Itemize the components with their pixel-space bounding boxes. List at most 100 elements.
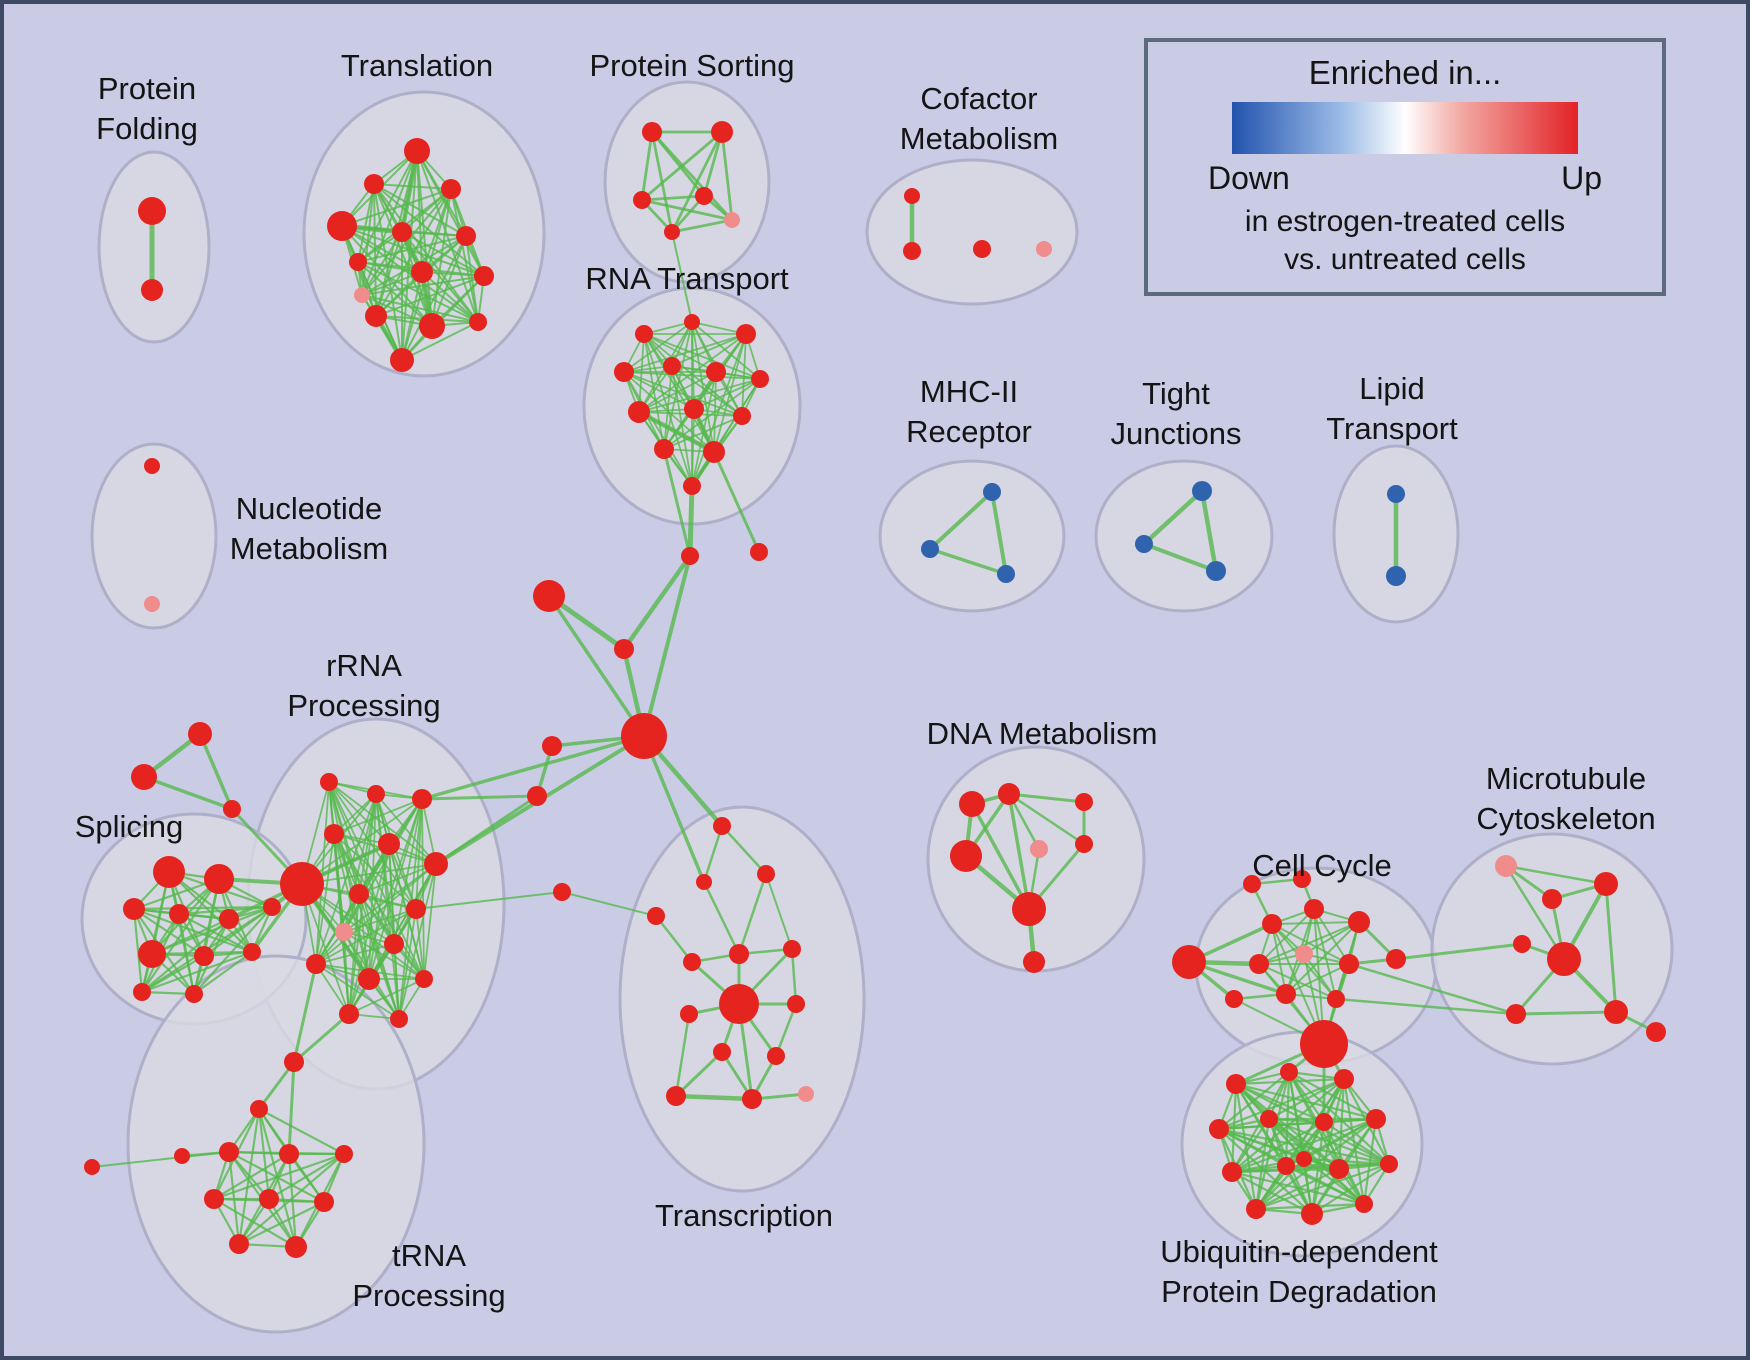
gene-set-node-rt12	[703, 441, 725, 463]
gene-set-node-dm5	[1030, 840, 1048, 858]
legend-down-label: Down	[1208, 160, 1290, 196]
network-edge-rr6-rr16	[398, 863, 437, 1020]
gene-set-node-rr4	[324, 824, 344, 844]
gene-set-node-cc13	[1243, 875, 1261, 893]
cluster-ellipse-nucleotide-metabolism	[90, 442, 218, 630]
gene-set-node-sp1	[153, 856, 185, 888]
cluster-label-tight-junctions: Tight Junctions	[1111, 376, 1242, 451]
network-edge-tj1-tj3	[1142, 542, 1218, 573]
gene-set-node-dm4	[950, 840, 982, 872]
network-edge-rt3-rt10	[741, 333, 747, 417]
gene-set-node-u5	[1260, 1110, 1278, 1128]
cluster-label-dna-metabolism: DNA Metabolism	[927, 716, 1158, 751]
network-edge-rr2-rr12	[315, 793, 377, 965]
network-edge-u6-u11	[1322, 1120, 1391, 1166]
legend: Enriched in... Down Up in estrogen-treat…	[1144, 38, 1666, 296]
cluster-label-lipid-transport: Lipid Transport	[1326, 371, 1458, 446]
network-edge-sp9-sp11	[140, 950, 254, 994]
gene-set-node-mh3	[997, 565, 1015, 583]
gene-set-node-pf2	[141, 279, 163, 301]
network-edge-t6-t14	[401, 235, 467, 361]
network-edge-rt8-rt12	[636, 409, 717, 455]
gene-set-node-ps4	[695, 187, 713, 205]
network-edge-rt5-rt10	[671, 365, 743, 417]
network-edge-rr1-rr13	[328, 781, 370, 980]
legend-caption-line1: in estrogen-treated cells	[1244, 205, 1566, 238]
gene-set-node-cc4	[1348, 911, 1370, 933]
cluster-label-rna-transport: RNA Transport	[585, 261, 789, 296]
cluster-ellipse-trna-processing	[126, 954, 426, 1334]
gene-set-node-x3	[223, 800, 241, 818]
gene-set-node-mt3	[1594, 872, 1618, 896]
gene-set-node-cc2	[1262, 914, 1282, 934]
cluster-ellipse-cofactor-metabolism	[865, 158, 1079, 306]
network-edge-u11-u15	[1302, 1157, 1391, 1166]
gene-set-node-cn2	[750, 543, 768, 561]
gene-set-node-rr13	[358, 968, 380, 990]
gene-set-node-tr12	[84, 1159, 100, 1175]
gene-set-node-u14	[1355, 1195, 1373, 1213]
network-edge-rr12-tr1	[292, 962, 318, 1064]
network-edge-sp6-sp10	[192, 905, 274, 996]
gene-set-node-rt13	[683, 477, 701, 495]
gene-set-node-tx4	[647, 907, 665, 925]
gene-set-node-u6	[1315, 1113, 1333, 1131]
network-edge-mh1-mh3	[928, 547, 1008, 576]
gene-set-node-dm3	[1075, 793, 1093, 811]
gene-set-node-sp4	[169, 904, 189, 924]
network-edge-cn8-tx4	[561, 891, 657, 917]
gene-set-node-t3	[441, 179, 461, 199]
gene-set-node-rr3	[412, 789, 432, 809]
legend-caption-line2: vs. untreated cells	[1284, 243, 1526, 276]
gene-set-node-tx9	[787, 995, 805, 1013]
network-edge-rr11-rr16	[393, 943, 400, 1020]
network-edge-tx2-tx5	[737, 872, 768, 956]
network-edge-rt3-rt8	[638, 333, 747, 413]
network-edge-rr2-rr16	[375, 793, 400, 1020]
network-edge-t3-t13	[450, 188, 479, 323]
network-edge-rr6-rr14	[423, 863, 437, 980]
network-edge-tx1-tx3	[702, 824, 724, 884]
gene-set-node-cn5	[621, 713, 667, 759]
network-edge-tx1-tx2	[720, 824, 768, 876]
network-edge-rt5-rt11	[663, 365, 673, 450]
gene-set-node-nm2	[144, 596, 160, 612]
gene-set-node-u12	[1246, 1199, 1266, 1219]
gene-set-node-rt3	[736, 324, 756, 344]
gene-set-node-tx12	[767, 1047, 785, 1065]
gene-set-node-cc3	[1304, 899, 1324, 919]
gene-set-node-u4	[1209, 1119, 1229, 1139]
gene-set-node-sp5	[219, 909, 239, 929]
gene-set-node-u10	[1329, 1159, 1349, 1179]
network-edge-cn4-cn5	[547, 594, 646, 738]
cluster-label-translation: Translation	[341, 48, 493, 83]
gene-set-node-mh2	[983, 483, 1001, 501]
gene-set-node-rr5	[378, 833, 400, 855]
gene-set-node-u13	[1301, 1203, 1323, 1225]
cluster-ellipse-protein-sorting	[603, 80, 771, 284]
legend-caption: in estrogen-treated cells vs. untreated …	[1148, 203, 1662, 279]
gene-set-node-tj3	[1206, 561, 1226, 581]
network-edge-mh1-mh2	[928, 490, 994, 551]
network-edge-mt6-mt7	[1514, 1010, 1618, 1016]
network-edge-tj1-tj2	[1141, 488, 1205, 547]
network-edge-rr6-rr12	[315, 863, 437, 965]
network-edge-rr1-rr14	[328, 781, 425, 980]
network-edges-layer	[91, 130, 1658, 1249]
gene-set-node-tr7	[259, 1189, 279, 1209]
gene-set-node-u2	[1280, 1063, 1298, 1081]
gene-set-node-tx1	[713, 817, 731, 835]
network-edge-tx10-tx13	[674, 1012, 691, 1098]
gene-set-node-u3	[1334, 1069, 1354, 1089]
network-edge-tx9-tx12	[774, 1002, 798, 1058]
network-edge-sp3-sp9	[132, 907, 254, 954]
gene-set-node-rt9	[684, 399, 704, 419]
gene-set-node-cn8	[553, 883, 571, 901]
network-edge-u2-u4	[1217, 1070, 1291, 1131]
gene-set-node-mt1	[1495, 855, 1517, 877]
gene-set-node-t8	[411, 261, 433, 283]
gene-set-node-rt11	[654, 439, 674, 459]
gene-set-node-cc11	[1225, 990, 1243, 1008]
network-edge-u12-u15	[1254, 1157, 1306, 1211]
